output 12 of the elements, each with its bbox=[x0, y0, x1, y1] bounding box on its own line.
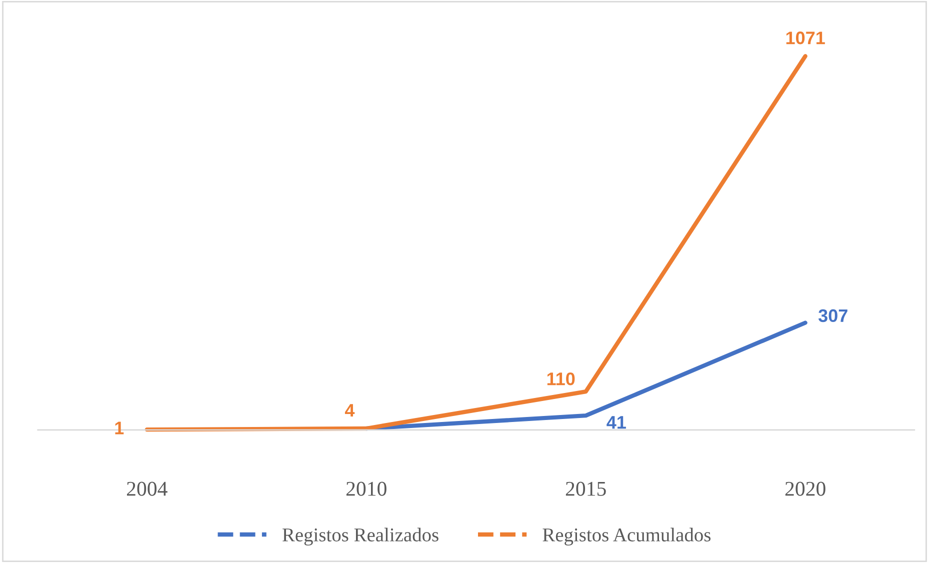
x-tick-label: 2010 bbox=[346, 482, 386, 496]
legend-label: Registos Realizados bbox=[282, 528, 438, 546]
data-label: 110 bbox=[547, 372, 575, 386]
x-tick-label: 2004 bbox=[126, 482, 168, 496]
x-tick-label: 2015 bbox=[566, 482, 606, 496]
data-label: 307 bbox=[818, 309, 848, 322]
data-label: 1071 bbox=[786, 32, 825, 44]
data-label: 41 bbox=[606, 416, 626, 429]
data-label: 1 bbox=[115, 422, 124, 434]
legend-label: Registos Acumulados bbox=[542, 528, 711, 546]
data-label: 4 bbox=[344, 404, 355, 417]
x-tick-label: 2020 bbox=[785, 482, 826, 496]
